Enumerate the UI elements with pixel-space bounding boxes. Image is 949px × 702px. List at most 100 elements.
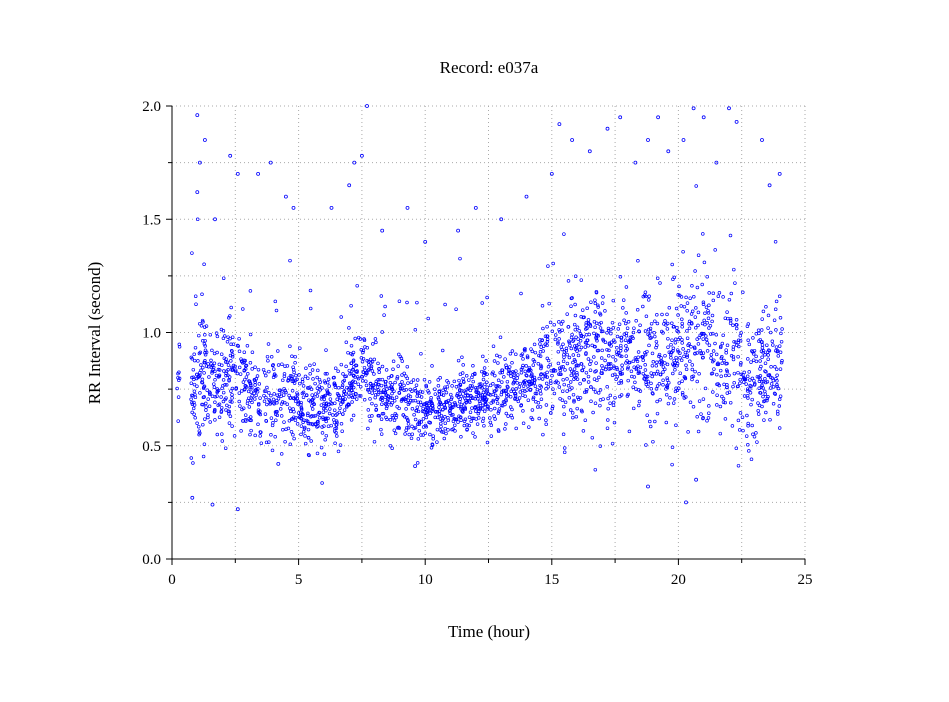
data-point-outlier [605, 126, 610, 131]
data-point [444, 431, 448, 436]
data-point [384, 368, 389, 372]
data-point [511, 375, 516, 379]
data-point [707, 291, 711, 295]
data-point [646, 384, 650, 389]
data-point [546, 384, 551, 389]
data-point [573, 274, 578, 278]
data-point [544, 418, 548, 423]
data-point [685, 355, 689, 359]
data-point [725, 310, 729, 314]
data-point [709, 356, 713, 360]
data-point [665, 378, 670, 382]
data-point [764, 410, 768, 415]
data-point [549, 381, 553, 385]
data-point [491, 344, 496, 348]
data-point [213, 400, 217, 405]
data-point [386, 394, 390, 398]
data-point [777, 397, 782, 402]
data-point [406, 402, 411, 407]
data-point [376, 378, 380, 382]
data-point [704, 337, 709, 342]
data-point [604, 364, 609, 369]
data-point [354, 363, 359, 368]
data-point [245, 401, 250, 406]
data-point [655, 276, 660, 281]
data-point [256, 367, 261, 372]
data-point [756, 408, 760, 413]
data-point [734, 446, 739, 451]
data-point-outlier [557, 122, 562, 126]
data-point [306, 411, 310, 416]
data-point [605, 347, 609, 352]
data-point [415, 378, 420, 382]
data-point [470, 384, 475, 388]
data-point [650, 363, 655, 368]
data-point [210, 348, 214, 353]
data-point [313, 392, 318, 396]
data-point [200, 377, 205, 382]
data-point-outlier [777, 171, 782, 176]
data-point [456, 404, 461, 408]
data-point [274, 398, 279, 403]
data-point [346, 350, 350, 355]
data-point [752, 434, 757, 439]
data-point [431, 434, 435, 438]
data-point [773, 240, 778, 244]
data-point [771, 378, 776, 383]
data-point [492, 414, 496, 418]
data-point [413, 417, 418, 422]
data-point [711, 349, 716, 353]
data-point [738, 411, 743, 415]
data-point [581, 365, 586, 369]
data-point [565, 377, 569, 381]
data-point [545, 356, 550, 361]
data-point [253, 378, 257, 383]
data-point [217, 415, 222, 419]
data-point [654, 345, 658, 350]
data-point [763, 361, 768, 365]
data-point [538, 389, 542, 393]
data-point [545, 334, 549, 338]
data-point [691, 405, 696, 409]
data-point [607, 342, 612, 347]
data-point [486, 404, 490, 409]
data-point [508, 351, 513, 356]
data-point [688, 296, 692, 300]
data-point [384, 384, 388, 389]
data-point [442, 436, 447, 441]
data-point [354, 397, 359, 401]
data-point [635, 359, 640, 364]
data-point [456, 395, 461, 399]
data-point [644, 380, 648, 385]
data-point [244, 375, 249, 379]
data-point [491, 370, 495, 374]
data-point [779, 360, 784, 365]
data-point [671, 349, 675, 353]
data-point [396, 364, 400, 368]
data-point [686, 349, 691, 353]
data-point [347, 368, 352, 373]
data-point [599, 371, 603, 375]
data-point-outlier [235, 171, 240, 176]
data-point [527, 365, 532, 370]
data-point [680, 390, 685, 395]
data-point [269, 393, 273, 398]
data-point [246, 372, 250, 376]
data-point [590, 435, 595, 440]
data-point [676, 337, 681, 342]
data-point [766, 348, 771, 352]
data-point [627, 429, 632, 434]
data-point [261, 367, 266, 372]
data-point [256, 408, 261, 412]
x-tick-label: 25 [798, 572, 813, 588]
data-point [705, 419, 709, 423]
data-point [506, 371, 511, 376]
data-point [565, 361, 570, 366]
data-point [643, 368, 648, 372]
data-point [579, 315, 583, 319]
data-point [630, 335, 634, 339]
data-point [249, 418, 253, 423]
data-point [532, 342, 537, 347]
data-point [243, 384, 248, 388]
